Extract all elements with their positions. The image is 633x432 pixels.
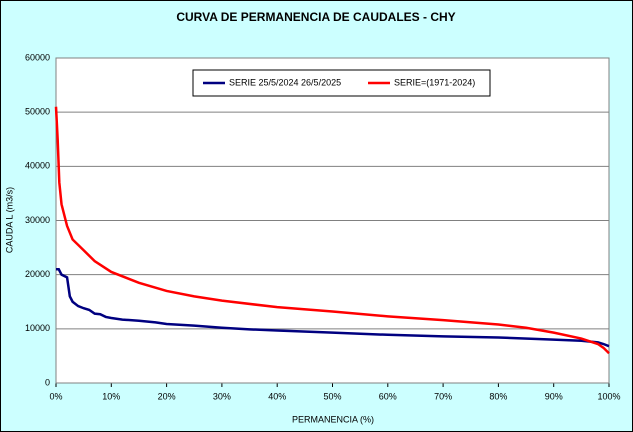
x-axis-label: PERMANENCIA (%) <box>292 414 374 424</box>
series-line <box>54 106 610 355</box>
y-tick-label: 30000 <box>25 215 50 225</box>
plot-border <box>55 57 610 384</box>
y-tick-label: 20000 <box>25 269 50 279</box>
x-tick-label: 40% <box>268 391 286 401</box>
series-line <box>56 268 610 348</box>
x-tick-label: 30% <box>213 391 231 401</box>
x-tick-label: 10% <box>102 391 120 401</box>
x-tick-label: 50% <box>323 391 341 401</box>
x-tick-label: 70% <box>434 391 452 401</box>
legend-box <box>192 69 491 97</box>
y-tick-label: 60000 <box>25 52 50 62</box>
y-tick-label: 10000 <box>25 323 50 333</box>
chart-title: CURVA DE PERMANENCIA DE CAUDALES - CHY <box>176 10 455 24</box>
x-tick-label: 0% <box>49 391 62 401</box>
x-tick-label: 90% <box>545 391 563 401</box>
y-axis-label: CAUDA L (m3/s) <box>4 187 14 253</box>
legend-label: SERIE=(1971-2024) <box>394 77 475 87</box>
x-tick-label: 80% <box>489 391 507 401</box>
x-tick-label: 60% <box>379 391 397 401</box>
y-tick-label: 40000 <box>25 161 50 171</box>
legend-label: SERIE 25/5/2024 26/5/2025 <box>229 77 341 87</box>
y-tick-label: 0 <box>45 377 50 387</box>
y-tick-label: 50000 <box>25 107 50 117</box>
x-tick-label: 100% <box>597 391 620 401</box>
x-tick-label: 20% <box>158 391 176 401</box>
